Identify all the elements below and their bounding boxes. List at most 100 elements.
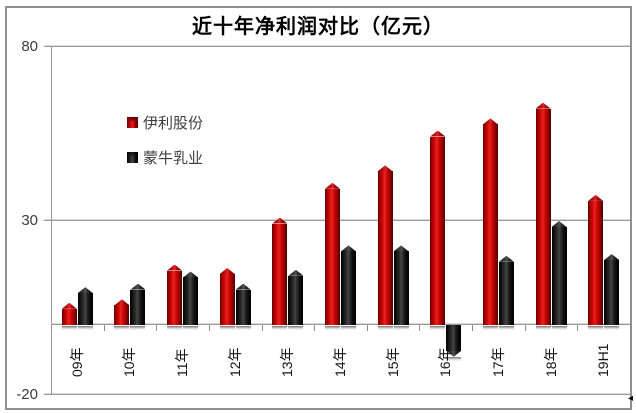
bar-shadow	[482, 326, 498, 331]
bar-bevel-cap	[114, 299, 130, 306]
bar-shadow	[498, 326, 514, 331]
bar	[235, 283, 251, 326]
bar-shadow	[377, 326, 393, 331]
bar	[288, 269, 304, 326]
x-axis-tick	[314, 325, 316, 332]
bar-body	[341, 251, 356, 326]
bar-body	[219, 273, 235, 326]
bar-shadow	[288, 326, 304, 331]
legend-label: 蒙牛乳业	[143, 149, 204, 167]
bar-shadow	[114, 326, 130, 331]
bar-bevel-cap	[167, 264, 183, 271]
bar-body	[183, 277, 199, 326]
bar-bevel-cap	[341, 245, 356, 252]
bar-bevel-cap	[551, 221, 567, 227]
bar-shadow	[235, 326, 251, 331]
bar-shadow	[604, 326, 620, 331]
gridline	[44, 46, 630, 47]
x-axis-tick	[577, 325, 579, 332]
bar-bevel-cap	[61, 302, 77, 309]
x-axis-tick-label: 09年	[68, 347, 85, 377]
x-axis-tick-label: 17年	[489, 347, 506, 377]
y-axis-tick-label: 80	[21, 38, 38, 55]
bar-body	[446, 325, 462, 351]
bar	[183, 271, 199, 326]
bar	[272, 217, 288, 326]
x-axis-tick	[524, 325, 526, 332]
bar-shadow	[430, 326, 446, 331]
x-axis-tick	[208, 325, 210, 332]
bar-body	[61, 308, 77, 326]
bar-shadow	[77, 326, 93, 331]
bar	[604, 254, 620, 326]
bar-shadow	[341, 326, 356, 331]
bar-shadow	[183, 326, 199, 331]
bar	[341, 245, 356, 326]
bar-bevel-cap	[183, 271, 199, 278]
bar-shadow	[588, 326, 604, 331]
bar	[114, 299, 130, 326]
x-axis-tick-label: 19H1	[595, 343, 612, 377]
bar	[167, 264, 183, 326]
bar	[446, 325, 462, 357]
bar-body	[288, 275, 304, 326]
bar-shadow	[130, 326, 146, 331]
bar-shadow	[535, 326, 551, 331]
legend-label: 伊利股份	[143, 114, 204, 132]
bar-bevel-cap	[482, 118, 498, 125]
bar-body	[77, 293, 93, 326]
bar-shadow	[325, 326, 340, 331]
bar-bevel-cap	[325, 182, 340, 189]
x-axis-line	[51, 324, 630, 326]
x-axis-tick	[51, 325, 52, 332]
legend-item-mengniu: 蒙牛乳业	[127, 148, 204, 167]
x-axis-tick	[419, 325, 421, 332]
bar-bevel-cap	[235, 283, 251, 290]
gridline	[44, 394, 630, 395]
bar-shadow	[61, 326, 77, 331]
legend: 伊利股份 蒙牛乳业	[127, 113, 203, 183]
x-axis-tick	[103, 325, 105, 332]
bar-shadow	[167, 326, 183, 331]
chart-title: 近十年净利润对比（亿元）	[192, 16, 444, 38]
x-axis-tick-label: 12年	[226, 347, 243, 377]
bar-body	[325, 188, 340, 326]
bar-body	[393, 251, 409, 326]
y-axis-line	[51, 47, 52, 395]
x-axis-tick	[156, 325, 158, 332]
bar-body	[430, 136, 446, 326]
bar	[77, 287, 93, 326]
x-axis-tick	[472, 325, 474, 332]
bar-bevel-cap	[535, 102, 551, 109]
x-axis-tick	[630, 325, 631, 332]
bar-body	[272, 223, 288, 326]
bar-body	[588, 200, 604, 326]
y-axis-tick-label: -20	[16, 386, 38, 403]
bar-body	[130, 289, 146, 326]
x-axis-tick-label: 18年	[542, 347, 559, 377]
bar	[551, 221, 567, 326]
bar	[377, 165, 393, 326]
x-axis-tick-label: 14年	[332, 347, 348, 377]
bar-body	[551, 227, 567, 326]
bar	[393, 245, 409, 326]
bar-bevel-cap	[588, 194, 604, 201]
bar-body	[482, 124, 498, 326]
bar-bevel-cap	[272, 217, 288, 224]
bar	[430, 130, 446, 326]
legend-item-yili: 伊利股份	[127, 113, 204, 132]
bar-bevel-cap	[604, 254, 620, 261]
bar-shadow	[272, 326, 288, 331]
bar	[130, 283, 146, 326]
x-axis-tick-label: 13年	[279, 347, 296, 377]
bar-bevel-cap	[130, 283, 146, 290]
x-axis-tick-label: 10年	[121, 347, 138, 377]
bar-shadow	[219, 326, 235, 331]
x-axis-tick	[366, 325, 368, 332]
bar	[61, 302, 77, 326]
bar	[535, 102, 551, 326]
bar-shadow	[551, 326, 567, 331]
chart-border	[5, 6, 632, 410]
bar-bevel-cap	[430, 130, 446, 137]
bar	[588, 194, 604, 326]
